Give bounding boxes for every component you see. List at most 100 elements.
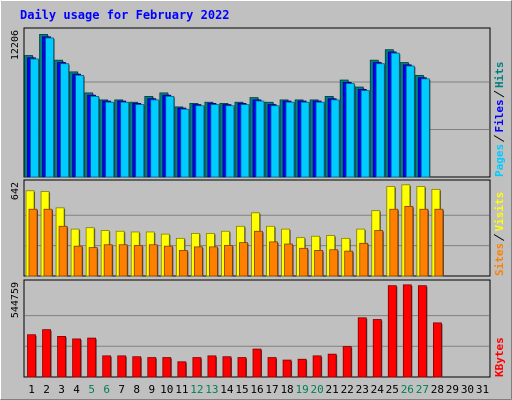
bar-sites-day-1 — [28, 208, 38, 277]
x-tick-day-22: 22 — [341, 383, 354, 396]
x-tick-day-1: 1 — [28, 383, 35, 396]
bar-sites-day-25 — [389, 208, 399, 277]
bar-sites-day-19 — [299, 247, 308, 277]
x-tick-day-18: 18 — [280, 383, 293, 396]
bar-kbytes-day-28 — [432, 322, 442, 378]
x-tick-day-23: 23 — [356, 383, 369, 396]
x-tick-day-2: 2 — [43, 383, 50, 396]
bar-sites-day-20 — [314, 250, 324, 277]
y-max-label: 544759 — [10, 282, 21, 318]
bar-kbytes-day-17 — [267, 357, 277, 378]
bar-sites-day-10 — [163, 245, 173, 277]
bar-pages-day-23 — [360, 90, 370, 178]
bar-pages-day-27 — [420, 78, 430, 178]
bar-kbytes-day-6 — [102, 355, 112, 378]
bar-pages-day-24 — [375, 63, 385, 178]
legend-visits: Visits — [493, 192, 506, 232]
x-tick-day-16: 16 — [250, 383, 263, 396]
x-tick-day-17: 17 — [265, 383, 278, 396]
bar-sites-day-23 — [359, 242, 369, 277]
bar-sites-day-8 — [133, 245, 143, 277]
bar-pages-day-21 — [330, 99, 340, 178]
bar-sites-day-2 — [43, 208, 53, 277]
bar-pages-day-26 — [405, 65, 415, 178]
bar-pages-day-16 — [255, 100, 265, 178]
bar-kbytes-day-25 — [387, 285, 397, 378]
bar-sites-day-6 — [103, 244, 113, 277]
bar-kbytes-day-3 — [57, 336, 66, 378]
bar-sites-day-5 — [88, 247, 98, 277]
bar-kbytes-day-26 — [402, 284, 412, 378]
bar-pages-day-10 — [165, 95, 175, 178]
x-tick-day-4: 4 — [73, 383, 80, 396]
bar-pages-day-12 — [195, 105, 205, 178]
bar-sites-day-17 — [269, 241, 278, 277]
x-tick-day-19: 19 — [295, 383, 308, 396]
bar-kbytes-day-12 — [192, 357, 202, 378]
bar-sites-day-13 — [209, 246, 218, 277]
x-tick-day-25: 25 — [386, 383, 399, 396]
x-tick-day-8: 8 — [133, 383, 140, 396]
bar-sites-day-3 — [58, 225, 68, 277]
bar-pages-day-9 — [150, 99, 160, 178]
bar-kbytes-day-20 — [312, 355, 322, 378]
x-tick-day-14: 14 — [220, 383, 234, 396]
bar-kbytes-day-5 — [87, 337, 97, 378]
x-tick-day-11: 11 — [175, 383, 188, 396]
bar-sites-day-26 — [404, 206, 414, 277]
bar-sites-day-9 — [148, 244, 158, 277]
x-tick-day-7: 7 — [118, 383, 125, 396]
x-tick-day-9: 9 — [148, 383, 155, 396]
bar-kbytes-day-15 — [237, 357, 247, 378]
bar-pages-day-5 — [90, 95, 100, 178]
legend-separator — [493, 90, 505, 98]
bar-sites-day-16 — [254, 230, 263, 277]
legend-panel-2: Sites Visits — [493, 192, 506, 276]
bar-pages-day-2 — [45, 37, 54, 178]
bar-kbytes-day-10 — [162, 357, 172, 378]
y-max-label: 642 — [10, 182, 21, 200]
bar-sites-day-4 — [73, 245, 83, 277]
bar-pages-day-3 — [60, 63, 69, 178]
chart-title: Daily usage for February 2022 — [20, 8, 230, 22]
x-tick-day-13: 13 — [205, 383, 218, 396]
panel-2: 642 Sites Visits — [10, 179, 506, 277]
bar-kbytes-day-4 — [72, 338, 82, 378]
y-max-label: 12206 — [10, 30, 21, 60]
x-tick-day-30: 30 — [461, 383, 474, 396]
x-tick-day-10: 10 — [160, 383, 173, 396]
x-tick-day-3: 3 — [58, 383, 65, 396]
x-tick-day-29: 29 — [446, 383, 459, 396]
x-tick-day-31: 31 — [476, 383, 489, 396]
bar-pages-day-11 — [180, 108, 190, 178]
bar-kbytes-day-19 — [297, 358, 307, 378]
panel-3: 544759 KBytes — [10, 279, 506, 378]
bar-kbytes-day-16 — [252, 348, 262, 378]
bar-sites-day-12 — [193, 246, 203, 277]
bar-kbytes-day-9 — [147, 357, 157, 378]
x-tick-day-24: 24 — [371, 383, 385, 396]
x-tick-day-6: 6 — [103, 383, 110, 396]
legend-separator — [493, 234, 505, 241]
bar-kbytes-day-13 — [207, 355, 217, 378]
bar-kbytes-day-7 — [117, 355, 127, 378]
bar-pages-day-18 — [285, 101, 295, 178]
bar-kbytes-day-1 — [27, 334, 36, 378]
legend-sites: Sites — [493, 243, 506, 276]
x-tick-day-5: 5 — [88, 383, 95, 396]
bar-kbytes-day-27 — [417, 285, 427, 378]
bar-pages-day-22 — [345, 83, 355, 178]
bar-sites-day-28 — [434, 208, 444, 277]
bar-sites-day-21 — [329, 249, 339, 277]
bar-kbytes-day-24 — [372, 319, 382, 378]
bar-kbytes-day-23 — [357, 317, 367, 378]
bar-sites-day-7 — [118, 244, 128, 277]
legend-panel-1: Pages Files Hits — [493, 62, 506, 178]
bar-pages-day-4 — [75, 74, 85, 178]
bar-kbytes-day-18 — [282, 359, 292, 378]
legend-files: Files — [493, 99, 506, 132]
plot-area: 12206PagesFilesHits642SitesVisits544759K… — [10, 27, 506, 396]
x-tick-day-21: 21 — [326, 383, 339, 396]
bar-pages-day-8 — [135, 104, 145, 178]
x-tick-day-26: 26 — [401, 383, 414, 396]
